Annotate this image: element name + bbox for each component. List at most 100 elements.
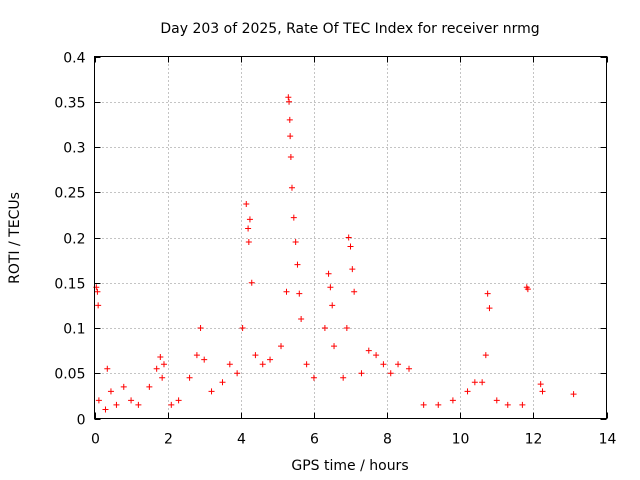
data-point: [325, 270, 332, 277]
data-point: [95, 302, 102, 309]
data-point: [234, 370, 241, 377]
y-tick-label: 0.1: [63, 322, 85, 338]
data-point: [519, 401, 526, 408]
data-point: [160, 361, 167, 368]
data-point: [347, 243, 354, 250]
data-points: [93, 94, 577, 413]
x-axis-ticks: 0 2 4 6 8 10 12 14: [91, 56, 617, 448]
data-point: [252, 352, 259, 359]
data-point: [504, 401, 511, 408]
data-point: [135, 401, 142, 408]
data-point: [286, 98, 293, 105]
data-point: [303, 361, 310, 368]
data-point: [331, 343, 338, 350]
data-point: [493, 397, 500, 404]
data-point: [449, 397, 456, 404]
data-point: [327, 284, 334, 291]
data-point: [168, 401, 175, 408]
y-tick-label: 0.25: [54, 186, 85, 202]
data-point: [486, 305, 493, 312]
data-point: [482, 352, 489, 359]
data-point: [420, 401, 427, 408]
y-tick-label: 0.3: [63, 141, 85, 157]
y-tick-label: 0: [77, 413, 86, 429]
data-point: [159, 374, 166, 381]
data-point: [539, 388, 546, 395]
x-tick-label: 14: [599, 432, 617, 448]
data-point: [219, 379, 226, 386]
data-point: [296, 290, 303, 297]
data-point: [287, 133, 294, 140]
x-tick-label: 2: [164, 432, 173, 448]
data-point: [175, 397, 182, 404]
data-point: [197, 325, 204, 331]
data-point: [380, 361, 387, 368]
data-point: [120, 383, 127, 390]
data-point: [248, 279, 255, 286]
x-tick-label: 6: [310, 432, 319, 448]
data-point: [95, 397, 102, 404]
data-point: [435, 401, 442, 408]
x-tick-label: 10: [452, 432, 470, 448]
data-point: [278, 343, 285, 350]
data-point: [290, 214, 297, 221]
data-point: [102, 406, 109, 413]
data-point: [94, 288, 101, 295]
data-point: [343, 325, 350, 331]
data-point: [524, 286, 531, 293]
data-point: [349, 266, 356, 273]
y-tick-label: 0.35: [54, 96, 85, 112]
data-point: [245, 225, 252, 232]
data-point: [310, 374, 317, 381]
data-point: [484, 290, 491, 297]
y-tick-label: 0.05: [54, 367, 85, 383]
y-tick-label: 0.4: [63, 51, 85, 67]
x-axis-label: GPS time / hours: [291, 458, 408, 474]
data-point: [153, 365, 160, 372]
data-point: [128, 397, 135, 404]
x-tick-label: 4: [237, 432, 246, 448]
data-point: [373, 352, 380, 359]
data-point: [329, 302, 336, 309]
data-point: [107, 388, 114, 395]
data-point: [113, 401, 120, 408]
data-point: [537, 381, 544, 388]
y-tick-label: 0.15: [54, 277, 85, 293]
data-point: [208, 388, 215, 395]
data-point: [245, 239, 252, 246]
plot-frame: [94, 56, 607, 419]
data-point: [570, 391, 577, 398]
data-point: [321, 325, 328, 331]
data-point: [243, 201, 250, 208]
chart-title: Day 203 of 2025, Rate Of TEC Index for r…: [160, 21, 539, 37]
grid-lines: [94, 56, 607, 419]
data-point: [387, 370, 394, 377]
data-point: [157, 353, 164, 360]
data-point: [340, 374, 347, 381]
data-point: [201, 356, 208, 363]
data-point: [239, 325, 246, 331]
data-point: [395, 361, 402, 368]
data-point: [479, 379, 486, 386]
data-point: [351, 288, 358, 295]
data-point: [287, 153, 294, 160]
data-point: [345, 234, 352, 241]
data-point: [286, 116, 293, 123]
x-tick-label: 12: [525, 432, 543, 448]
data-point: [292, 239, 299, 246]
x-tick-label: 0: [91, 432, 100, 448]
data-point: [365, 347, 372, 354]
data-point: [471, 379, 478, 386]
data-point: [193, 352, 200, 359]
data-point: [186, 374, 193, 381]
data-point: [259, 361, 266, 368]
data-point: [267, 356, 274, 363]
y-axis-label: ROTI / TECUs: [7, 192, 23, 284]
data-point: [285, 94, 292, 101]
y-tick-label: 0.2: [63, 232, 85, 248]
data-point: [294, 261, 301, 268]
data-point: [358, 370, 365, 377]
y-axis-ticks: 0 0.05 0.1 0.15 0.2 0.25 0.3 0.35 0.4: [54, 51, 607, 429]
